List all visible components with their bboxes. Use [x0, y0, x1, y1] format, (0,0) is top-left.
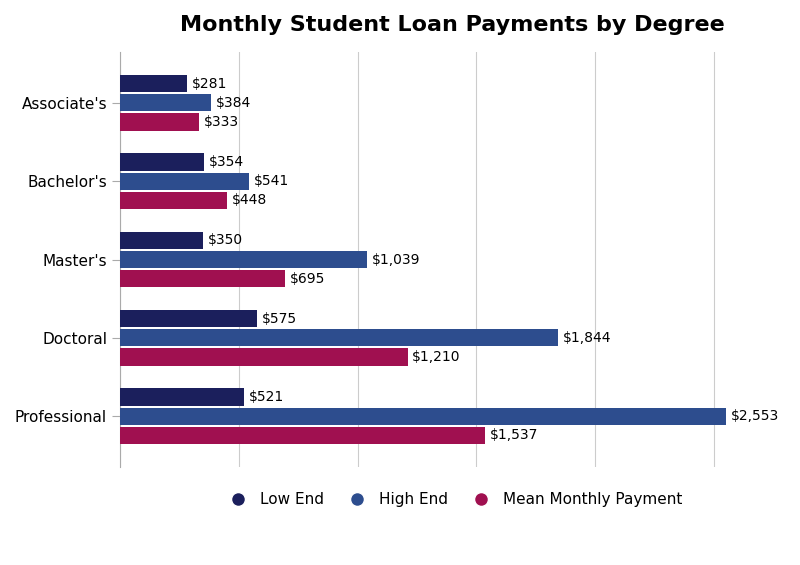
Text: $384: $384 [216, 96, 251, 110]
Bar [120, 232, 203, 249]
Bar [120, 427, 485, 444]
Bar [120, 153, 204, 171]
Bar [120, 94, 211, 111]
Legend: Low End, High End, Mean Monthly Payment: Low End, High End, Mean Monthly Payment [217, 486, 688, 514]
Text: $2,553: $2,553 [731, 409, 779, 423]
Bar [120, 388, 244, 406]
Bar [120, 310, 257, 327]
Text: $541: $541 [254, 174, 289, 188]
Text: $333: $333 [204, 115, 239, 129]
Bar [120, 329, 558, 346]
Text: $575: $575 [262, 312, 297, 325]
Bar [120, 114, 199, 131]
Text: $354: $354 [209, 155, 244, 169]
Bar [120, 192, 226, 209]
Text: $1,844: $1,844 [563, 331, 611, 345]
Text: $448: $448 [231, 193, 266, 207]
Bar [120, 172, 249, 190]
Text: $1,537: $1,537 [490, 428, 538, 442]
Bar [120, 407, 726, 425]
Bar [120, 75, 187, 92]
Text: $1,210: $1,210 [412, 350, 461, 364]
Text: $281: $281 [192, 77, 227, 90]
Bar [120, 270, 286, 288]
Text: $521: $521 [249, 390, 284, 404]
Title: Monthly Student Loan Payments by Degree: Monthly Student Loan Payments by Degree [180, 15, 725, 35]
Bar [120, 349, 407, 366]
Text: $695: $695 [290, 272, 326, 286]
Text: $1,039: $1,039 [372, 253, 420, 267]
Bar [120, 251, 367, 268]
Text: $350: $350 [208, 233, 243, 247]
